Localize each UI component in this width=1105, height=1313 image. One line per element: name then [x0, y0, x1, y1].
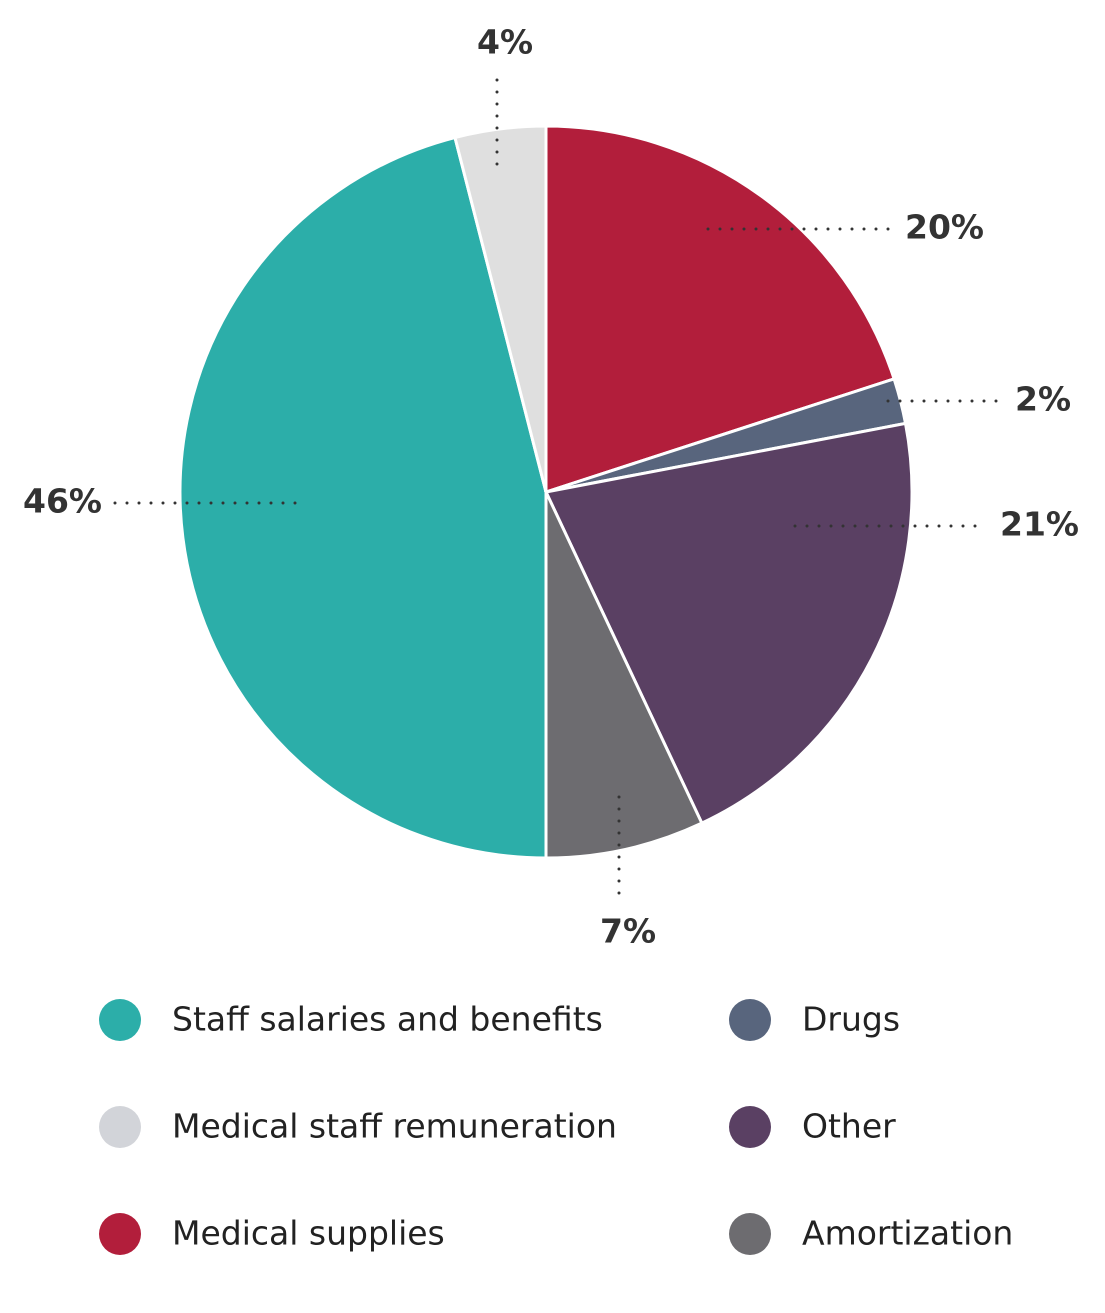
legend-swatch [729, 1213, 771, 1255]
legend-swatch [99, 1213, 141, 1255]
pie-slice [544, 124, 896, 495]
data-label: 21% [1000, 505, 1079, 544]
legend-label: Other [802, 1107, 896, 1146]
data-label: 4% [477, 23, 533, 62]
data-label: 2% [1015, 380, 1071, 419]
legend-swatch [99, 999, 141, 1041]
legend-swatch [99, 1106, 141, 1148]
data-label: 20% [905, 208, 984, 247]
legend-label: Staff salaries and benefits [172, 1000, 603, 1039]
pie-slice [544, 491, 704, 860]
legend-swatch [729, 999, 771, 1041]
data-label: 46% [23, 482, 102, 521]
pie-slice [543, 421, 914, 826]
legend-label: Medical supplies [172, 1214, 445, 1253]
pie-slice [178, 135, 548, 860]
legend-swatch [729, 1106, 771, 1148]
data-label: 7% [600, 912, 656, 951]
legend-label: Amortization [802, 1214, 1013, 1253]
legend-label: Drugs [802, 1000, 900, 1039]
legend-label: Medical staff remuneration [172, 1107, 617, 1146]
